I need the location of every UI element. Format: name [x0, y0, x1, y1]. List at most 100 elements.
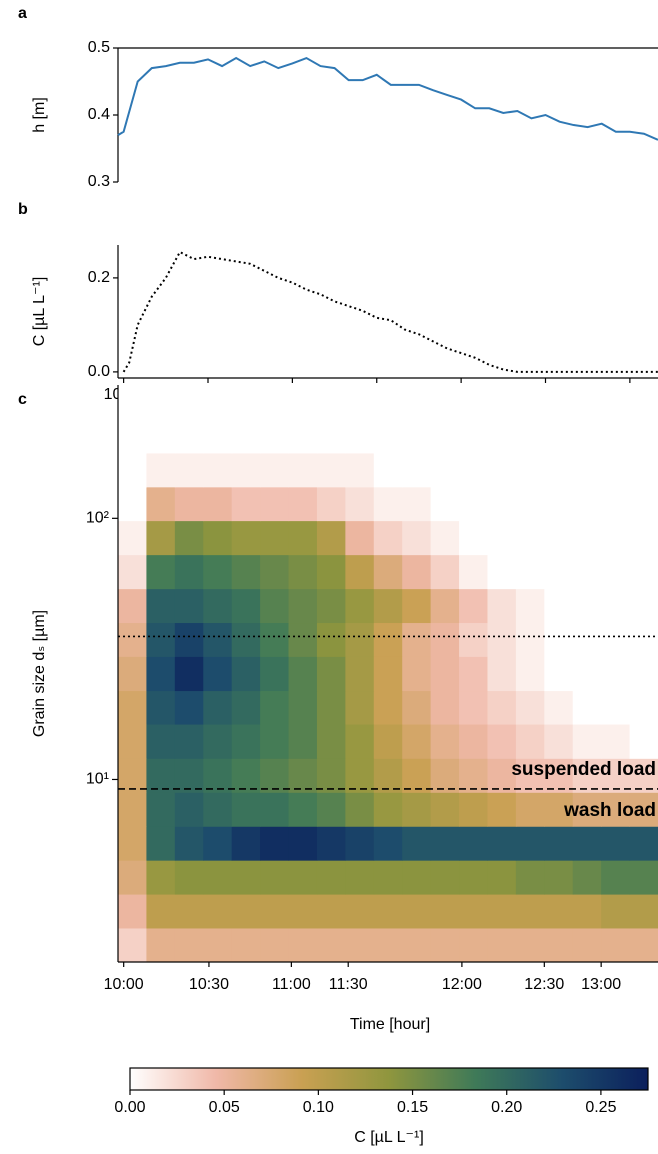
heat-cell — [629, 927, 658, 963]
heat-cell — [544, 860, 574, 895]
heat-cell — [316, 486, 346, 522]
heat-cell — [118, 860, 147, 895]
heat-cell — [146, 588, 176, 624]
heat-cell — [231, 419, 261, 454]
heat-cell — [288, 927, 318, 963]
y-tick-label: 10² — [86, 510, 110, 527]
heat-cell — [316, 690, 346, 725]
heat-cell — [288, 690, 318, 725]
heat-cell — [260, 419, 290, 454]
colorbar-tick-label: 0.25 — [585, 1099, 616, 1116]
heat-cell — [231, 656, 261, 692]
heat-cell — [601, 826, 631, 861]
heat-cell — [316, 860, 346, 895]
heat-cell — [402, 894, 432, 929]
heat-cell — [118, 385, 147, 420]
heat-cell — [203, 724, 233, 759]
heat-cell — [402, 385, 432, 420]
heat-cell — [515, 690, 545, 725]
heat-cell — [459, 622, 488, 657]
x-tick-label: 13:00 — [581, 976, 621, 993]
heat-cell — [572, 385, 602, 420]
heat-cell — [515, 520, 545, 556]
heat-cell — [174, 860, 204, 895]
heat-cell — [572, 419, 602, 454]
heat-cell — [373, 826, 403, 861]
heat-cell — [601, 419, 631, 454]
heat-cell — [544, 520, 574, 556]
y-tick-label: 10¹ — [86, 771, 109, 788]
heat-cell — [459, 792, 488, 827]
heat-cell — [316, 385, 346, 420]
heat-cell — [601, 520, 631, 556]
heat-cell — [345, 894, 375, 929]
heat-cell — [629, 520, 658, 556]
annotation: suspended load — [511, 759, 656, 780]
heat-cell — [373, 385, 403, 420]
heat-cell — [515, 927, 545, 963]
heat-cell — [430, 385, 460, 420]
heat-cell — [260, 452, 290, 488]
heat-cell — [515, 792, 545, 827]
heat-cell — [345, 690, 375, 725]
heat-cell — [487, 554, 517, 590]
heat-cell — [316, 452, 346, 488]
heat-cell — [430, 690, 460, 725]
heat-cell — [118, 520, 147, 556]
heat-cell — [544, 452, 574, 488]
heat-cell — [118, 554, 147, 590]
heat-cell — [373, 554, 403, 590]
heat-cell — [487, 927, 517, 963]
heat-cell — [402, 860, 432, 895]
heat-cell — [430, 656, 460, 692]
heat-cell — [203, 588, 233, 624]
heat-cell — [146, 486, 176, 522]
heat-cell — [174, 927, 204, 963]
colorbar — [129, 1067, 649, 1091]
heat-cell — [402, 588, 432, 624]
heat-cell — [146, 826, 176, 861]
heat-cell — [231, 588, 261, 624]
heat-cell — [544, 622, 574, 657]
heat-cell — [515, 826, 545, 861]
heat-cell — [629, 894, 658, 929]
x-tick-label: 10:30 — [189, 976, 229, 993]
heat-cell — [288, 758, 318, 793]
heat-cell — [174, 452, 204, 488]
y-tick-label: 0.3 — [88, 173, 110, 190]
x-tick-label: 12:00 — [442, 976, 482, 993]
y-tick-label: 0.0 — [88, 363, 110, 380]
heat-cell — [487, 656, 517, 692]
heat-cell — [459, 894, 488, 929]
heat-cell — [487, 724, 517, 759]
heat-cell — [316, 724, 346, 759]
heat-cell — [430, 520, 460, 556]
heat-cell — [515, 894, 545, 929]
colorbar-tick-label: 0.10 — [303, 1099, 334, 1116]
heat-cell — [345, 792, 375, 827]
heat-cell — [601, 622, 631, 657]
panel-label: c — [18, 391, 27, 408]
heat-cell — [459, 690, 488, 725]
heat-cell — [146, 622, 176, 657]
heat-cell — [515, 656, 545, 692]
heat-cell — [288, 792, 318, 827]
heat-cell — [373, 520, 403, 556]
x-tick-label: 12:30 — [524, 976, 564, 993]
x-tick-label: 11:30 — [329, 976, 368, 993]
heat-cell — [231, 452, 261, 488]
heat-cell — [572, 520, 602, 556]
heat-cell — [260, 758, 290, 793]
heat-cell — [373, 690, 403, 725]
heat-cell — [260, 690, 290, 725]
heat-cell — [373, 622, 403, 657]
heat-cell — [288, 622, 318, 657]
heat-cell — [345, 826, 375, 861]
heat-cell — [118, 927, 147, 963]
heat-cell — [402, 452, 432, 488]
heat-cell — [487, 520, 517, 556]
heat-cell — [316, 894, 346, 929]
heat-cell — [601, 588, 631, 624]
y-axis-label: C [µL L⁻¹] — [31, 277, 48, 347]
heat-cell — [203, 656, 233, 692]
